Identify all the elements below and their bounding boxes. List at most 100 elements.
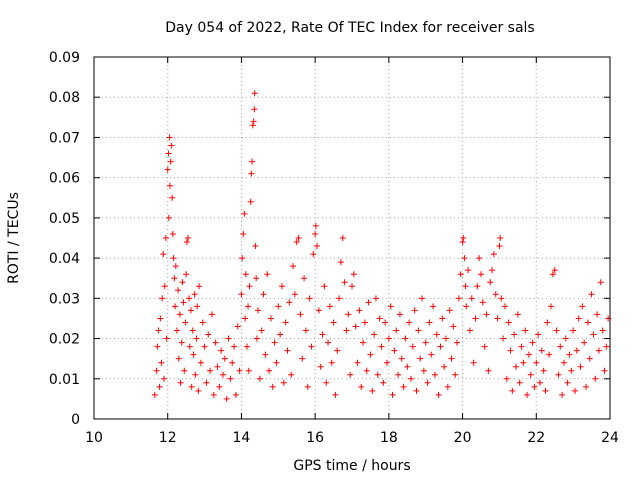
data-point <box>435 391 442 398</box>
data-point <box>497 235 504 241</box>
data-point <box>162 235 169 241</box>
data-point <box>367 351 374 358</box>
plot-frame <box>93 56 611 420</box>
data-point <box>531 383 538 390</box>
data-point <box>336 295 343 302</box>
data-point <box>251 106 258 113</box>
data-point <box>258 327 265 334</box>
data-point <box>592 375 599 382</box>
data-point <box>358 383 365 390</box>
data-point <box>166 182 173 189</box>
data-point <box>551 267 558 274</box>
data-point <box>577 363 584 370</box>
data-point <box>196 283 203 290</box>
x-tick-label: 24 <box>601 430 619 446</box>
data-point <box>380 379 387 386</box>
data-point <box>442 335 449 342</box>
data-point <box>167 158 174 165</box>
data-point <box>549 271 556 278</box>
y-tick-label: 0.04 <box>49 251 80 267</box>
data-point <box>156 383 163 390</box>
data-point <box>557 343 564 350</box>
data-point <box>321 283 328 290</box>
data-point <box>253 275 260 282</box>
data-point <box>182 319 189 326</box>
data-point <box>555 371 562 378</box>
data-point <box>459 239 466 246</box>
data-point <box>180 299 187 306</box>
data-point <box>431 371 438 378</box>
y-axis-label: ROTI / TECUs <box>6 192 22 284</box>
data-point <box>417 355 424 362</box>
data-point <box>496 243 503 250</box>
data-point <box>426 319 433 326</box>
data-point <box>583 383 590 390</box>
data-point <box>299 355 306 362</box>
data-point <box>188 383 195 390</box>
data-point <box>562 335 569 342</box>
data-point <box>161 375 168 382</box>
data-point <box>234 323 241 330</box>
y-tick-label: 0.07 <box>49 130 80 146</box>
data-point <box>212 339 219 346</box>
data-point <box>288 371 295 378</box>
y-tick-label: 0.03 <box>49 291 80 307</box>
data-points <box>151 90 612 402</box>
data-point <box>393 327 400 334</box>
data-point <box>302 327 309 334</box>
data-point <box>387 303 394 310</box>
data-point <box>290 263 297 270</box>
data-point <box>437 343 444 350</box>
data-point <box>172 303 179 310</box>
data-point <box>476 255 483 262</box>
data-point <box>415 327 422 334</box>
data-point <box>468 295 475 302</box>
data-point <box>267 315 274 322</box>
data-point <box>422 339 429 346</box>
y-tick-label: 0.01 <box>49 372 80 388</box>
data-point <box>343 327 350 334</box>
data-point <box>223 395 230 402</box>
data-point <box>360 339 367 346</box>
data-point <box>603 343 610 350</box>
data-point <box>601 367 608 374</box>
data-point <box>374 371 381 378</box>
data-point <box>295 235 302 241</box>
data-point <box>176 311 183 318</box>
data-point <box>485 367 492 374</box>
data-point <box>487 279 494 286</box>
data-point <box>398 355 405 362</box>
data-point <box>363 367 370 374</box>
data-point <box>581 339 588 346</box>
y-tick-label: 0.09 <box>49 50 80 66</box>
data-point <box>225 335 232 342</box>
data-point <box>284 347 291 354</box>
data-point <box>365 299 372 306</box>
data-point <box>461 255 468 262</box>
data-point <box>245 303 252 310</box>
data-point <box>513 363 520 370</box>
data-point <box>503 375 510 382</box>
data-point <box>308 343 315 350</box>
data-point <box>172 263 179 270</box>
data-point <box>165 214 172 221</box>
y-tick-label: 0.05 <box>49 211 80 227</box>
data-point <box>462 283 469 290</box>
data-point <box>540 367 547 374</box>
data-point <box>419 295 426 302</box>
data-point <box>245 367 252 374</box>
data-point <box>382 319 389 326</box>
data-point <box>310 251 317 258</box>
data-point <box>214 363 221 370</box>
data-point <box>326 303 333 310</box>
data-point <box>546 351 553 358</box>
data-point <box>173 327 180 334</box>
data-point <box>529 339 536 346</box>
chart-title: Day 054 of 2022, Rate Of TEC Index for r… <box>165 20 534 36</box>
data-point <box>168 142 175 149</box>
data-point <box>518 343 525 350</box>
data-point <box>349 283 355 290</box>
data-point <box>334 347 341 354</box>
data-point <box>269 383 276 390</box>
y-tick-label: 0.06 <box>49 171 80 187</box>
